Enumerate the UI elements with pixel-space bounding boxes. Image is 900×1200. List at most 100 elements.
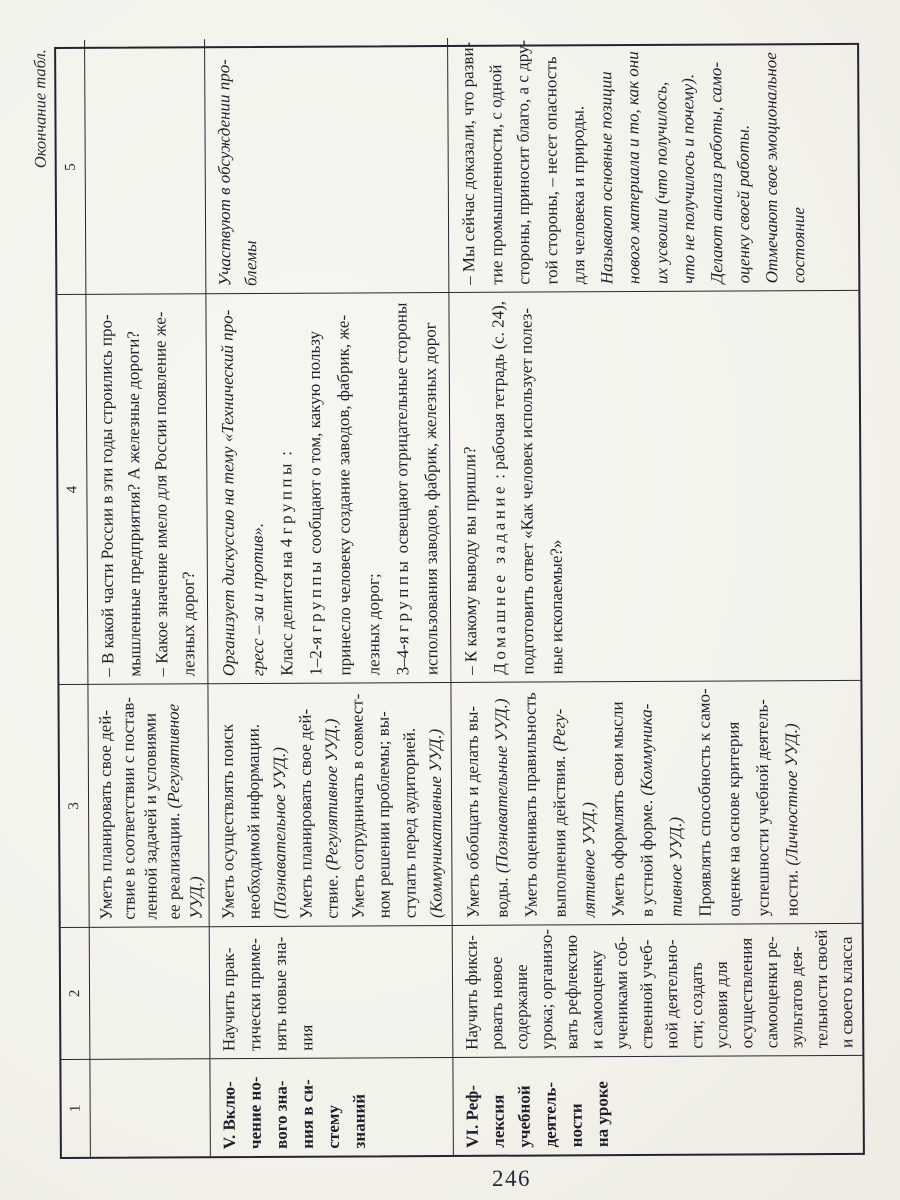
rotated-table-block: Окончание табл. 1 2 3 4 5 Уметь планировать с… [29,36,865,1160]
letterspaced-text: Домашнее задание [488,482,509,675]
text-line: использования заводов, фабрик, железных … [420,322,442,676]
italic-text: Организует дискуссию на тему «Технически… [217,309,239,677]
row-vi-reflection-col3: Уметь обобщать и делать вы-воды. (Познав… [450,680,862,926]
text-line: ее реализации. (Регулятивное [163,703,184,920]
text-line: успешности учебной деятель- [752,699,773,917]
text-line: тельности своей [811,929,832,1049]
text-line: 1–2-я группы сообщают о том, какую польз… [304,330,326,676]
text-line: VI. Реф- [462,1085,482,1148]
text-line: – Какое значение имело для России появле… [150,311,172,677]
text-line: лезных дорог; [363,573,384,676]
italic-text: (Коммуникативные УУД.) [425,728,446,919]
text-line: Научить прак- [218,947,239,1052]
text-line: принесло человеку создание заводов, фабр… [333,314,355,676]
text-line: – К какому выводу вы пришли? [460,446,481,675]
text-line: урока; организо- [536,928,557,1050]
text-line: ленной задачей и условиями [140,713,161,920]
row-vi-reflection-col1: VI. Реф-лексия учебной деятель-ности на уро… [452,1055,863,1155]
text-line: лексия [488,1094,508,1148]
text-line: оценку своей работы. [729,39,758,284]
text-line: 3–4-я группы освещают отрицательные стор… [391,302,413,676]
text-line: учениками соб- [611,936,632,1050]
text-line: ния [297,1024,317,1051]
italic-text: (Личностное УУД.) [781,723,802,866]
text-line: что не получилось и почему). [674,39,703,284]
text-line: ности [566,1103,586,1148]
column-number-2: 2 [60,927,90,1061]
text-line: необходимой информации. [243,723,264,920]
text-line: для человека и природы. [568,105,589,285]
text-line: ступать перед аудиторией. [399,727,420,919]
text-line: (Познавательное УУД.) [266,686,293,919]
text-line: выполнения действия. (Регу- [549,708,570,918]
text-line: мышленные предприятия? А железные дороги… [123,331,145,677]
row-vi-reflection-col4: – К какому выводу вы пришли? Домашнее зад… [448,290,861,683]
text-line: осуществления [736,937,757,1049]
text-line: вого зна- [271,1080,291,1149]
text-line: деятель- [540,1081,560,1148]
row-continued-col4: – В какой части России в эти годы строил… [85,294,208,685]
italic-text: (Регулятивное УУД.) [321,718,342,871]
text-line: Называют основные позиции [592,39,621,284]
row-v-inclusion-col2: Научить прак-тически приме-нять новые зн… [208,925,453,1060]
text-line: в устной форме. (Коммуника- [636,703,657,918]
text-line: Уметь осуществлять поиск [217,724,238,920]
text-line: нять новые зна- [270,936,291,1051]
italic-text: оценку своей работы. [733,124,754,284]
text-line: оценке на основе критерия [723,721,744,917]
row-continued-col2 [88,927,210,1060]
text-line: гресс – за и против». [241,296,272,676]
text-line: Участвуют в обсуждении про- [211,41,238,286]
text-line: тически приме- [244,938,265,1052]
text-line: на уроке [592,1081,612,1148]
text-line: – В какой части России в эти годы строил… [96,314,118,677]
text-line: Уметь обобщать и делать вы- [462,705,483,918]
lesson-plan-table: 1 2 3 4 5 Уметь планировать свое дей-ствие в … [54,36,865,1160]
text-line: стороны, приносит благо, а с дру- [513,39,534,285]
column-number-1: 1 [67,1104,84,1113]
letterspaced-text: группы [392,557,413,633]
row-v-inclusion-col3: Уметь осуществлять поиск необходимой инфо… [207,682,452,928]
text-line: учебной [514,1085,534,1148]
row-continued-col3: Уметь планировать свое дей-ствие в соотв… [87,684,209,928]
text-line: Проявлять способность к само- [694,688,715,917]
text-line: Домашнее задание : рабочая тетрадь (с. 2… [487,300,509,675]
text-line: Отмечают свое эмоциональное [757,38,786,283]
row-v-inclusion-col1: V. Вклю-чение но-вого зна-ния в си-стему… [209,1057,453,1157]
row-continued-col5 [84,39,206,295]
text-line: Делают анализ работы, само- [702,39,731,284]
text-line: Класс делится на 4 группы : [276,451,297,676]
column-number-3: 3 [59,684,89,929]
row-vi-reflection-col2: Научить фикси-ровать новое содержание урок… [451,923,863,1058]
text-line: ствие в соответствии с постав- [117,696,139,920]
text-line: – Мы сейчас доказали, что разви- [458,41,479,285]
text-line: зультатов дея- [786,946,807,1049]
text-line: сти; создать [686,962,707,1049]
text-line: УУД.) [184,686,208,919]
italic-text: (Познавательное УУД.) [269,747,290,919]
text-line: гой стороны, – несет опасность [540,56,561,285]
italic-text: Отмечают свое эмоциональное [760,52,781,284]
italic-text: (Регу- [549,708,569,752]
column-number-4: 4 [57,294,88,686]
italic-text: нового материала и то, как они [623,51,644,285]
row-v-inclusion-col4: Организует дискуссию на тему «Технически… [205,292,451,685]
letterspaced-text: группы [276,460,296,535]
text-line: Организует дискуссию на тему «Технически… [212,296,243,677]
letterspaced-text: группы [305,558,326,633]
text-line: нового материала и то, как они [619,39,648,284]
row-continued-col1 [89,1059,210,1157]
text-line: ния в си- [297,1079,317,1149]
text-line: ности. (Личностное УУД.) [781,723,802,917]
text-line: их усвоили (что получилось, [647,39,676,284]
text-line: ном решении проблемы; вы- [373,711,394,919]
row-vi-reflection-col5: – Мы сейчас доказали, что разви-тие пром… [447,36,859,293]
text-line: Уметь сотрудничать в совмест- [347,693,368,919]
text-line: стему [323,1105,343,1149]
italic-text: Называют основные позиции [595,71,616,285]
text-line: и самооценку [586,950,607,1050]
page-number: 246 [492,1166,531,1191]
text-line: подготовить ответ «Как человек используе… [516,308,538,675]
text-line: содержание [511,964,532,1050]
italic-text: Делают анализ работы, само- [705,62,726,284]
